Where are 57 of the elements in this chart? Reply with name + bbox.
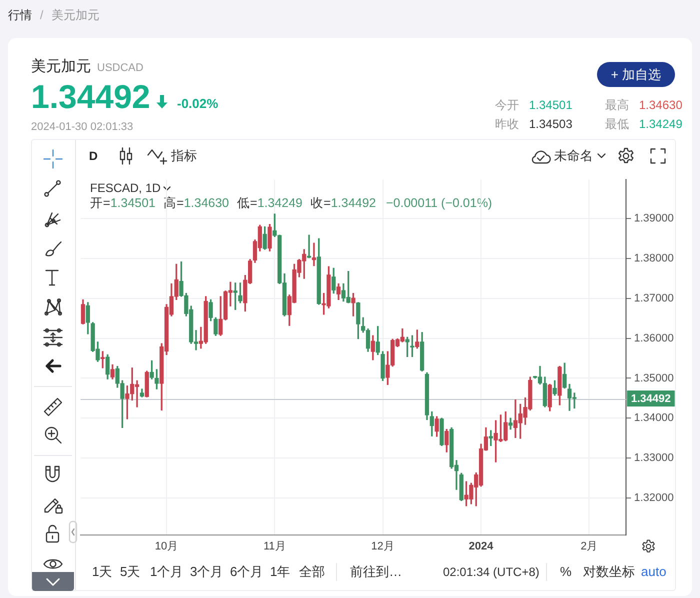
- annotation: 1.34249: [257, 196, 302, 211]
- text: 对数坐标: [583, 564, 635, 580]
- text: 1.34492: [31, 77, 150, 117]
- text: 最低: [605, 117, 629, 131]
- text: 5天: [120, 564, 140, 580]
- text: 1个月: [150, 564, 184, 580]
- text: 美元加元: [51, 8, 100, 23]
- text: 1年: [270, 564, 290, 580]
- text: 3个月: [190, 564, 224, 580]
- y-tick-label: 1.33000: [634, 452, 674, 464]
- annotation: −0.00011 (−0.01%): [386, 196, 492, 211]
- text: 今开: [495, 98, 519, 112]
- y-tick-label: 1.39000: [634, 212, 674, 225]
- x-tick-label: 2024: [468, 540, 494, 553]
- annotation: 1.34501: [110, 196, 156, 211]
- text: 1.34501: [529, 98, 572, 112]
- candlestick: [312, 242, 316, 266]
- annotation: 1.34630: [184, 196, 229, 211]
- text: 1.34503: [529, 117, 572, 131]
- text: auto: [641, 564, 666, 580]
- ref-line-label: 1.34492: [631, 393, 671, 406]
- annotation: 1.34492: [330, 196, 376, 211]
- y-tick-label: 1.36000: [634, 332, 674, 344]
- text: 6个月: [230, 564, 264, 580]
- text: %: [560, 564, 572, 580]
- y-tick-label: 1.38000: [634, 252, 674, 265]
- y-tick-label: 1.37000: [634, 292, 674, 304]
- text: 1天: [92, 564, 112, 580]
- y-tick-label: 1.35000: [634, 372, 674, 384]
- text: D: [89, 149, 98, 163]
- annotation: FESCAD, 1D: [90, 181, 161, 195]
- text: 昨收: [495, 117, 519, 131]
- text: /: [40, 8, 44, 23]
- annotation: 收=: [310, 196, 331, 211]
- x-tick-label: 10月: [154, 540, 178, 553]
- y-tick-label: 1.34000: [634, 412, 674, 424]
- chart-subtitle: USDCAD: [97, 62, 144, 75]
- button: + 加自选: [597, 62, 675, 87]
- x-tick-label: 11月: [263, 540, 286, 553]
- text: 行情: [8, 8, 32, 23]
- x-tick-label: 12月: [371, 540, 394, 553]
- text: 1.34249: [639, 117, 682, 131]
- chart-title: 美元加元: [31, 58, 91, 76]
- text: 未命名: [554, 148, 593, 164]
- annotation: 开=: [90, 196, 110, 211]
- text: 2024-01-30 02:01:33: [31, 120, 134, 134]
- text: 前往到…: [350, 564, 402, 580]
- y-tick-label: 1.32000: [634, 492, 674, 504]
- text: 最高: [605, 98, 629, 112]
- annotation: 高=: [164, 196, 184, 211]
- text: 02:01:34 (UTC+8): [443, 565, 540, 579]
- text: 全部: [299, 564, 325, 580]
- annotation: 低=: [237, 196, 258, 211]
- text: -0.02%: [177, 96, 218, 112]
- text: 指标: [171, 148, 197, 164]
- text: 1.34630: [639, 98, 682, 112]
- x-tick-label: 2月: [580, 540, 598, 553]
